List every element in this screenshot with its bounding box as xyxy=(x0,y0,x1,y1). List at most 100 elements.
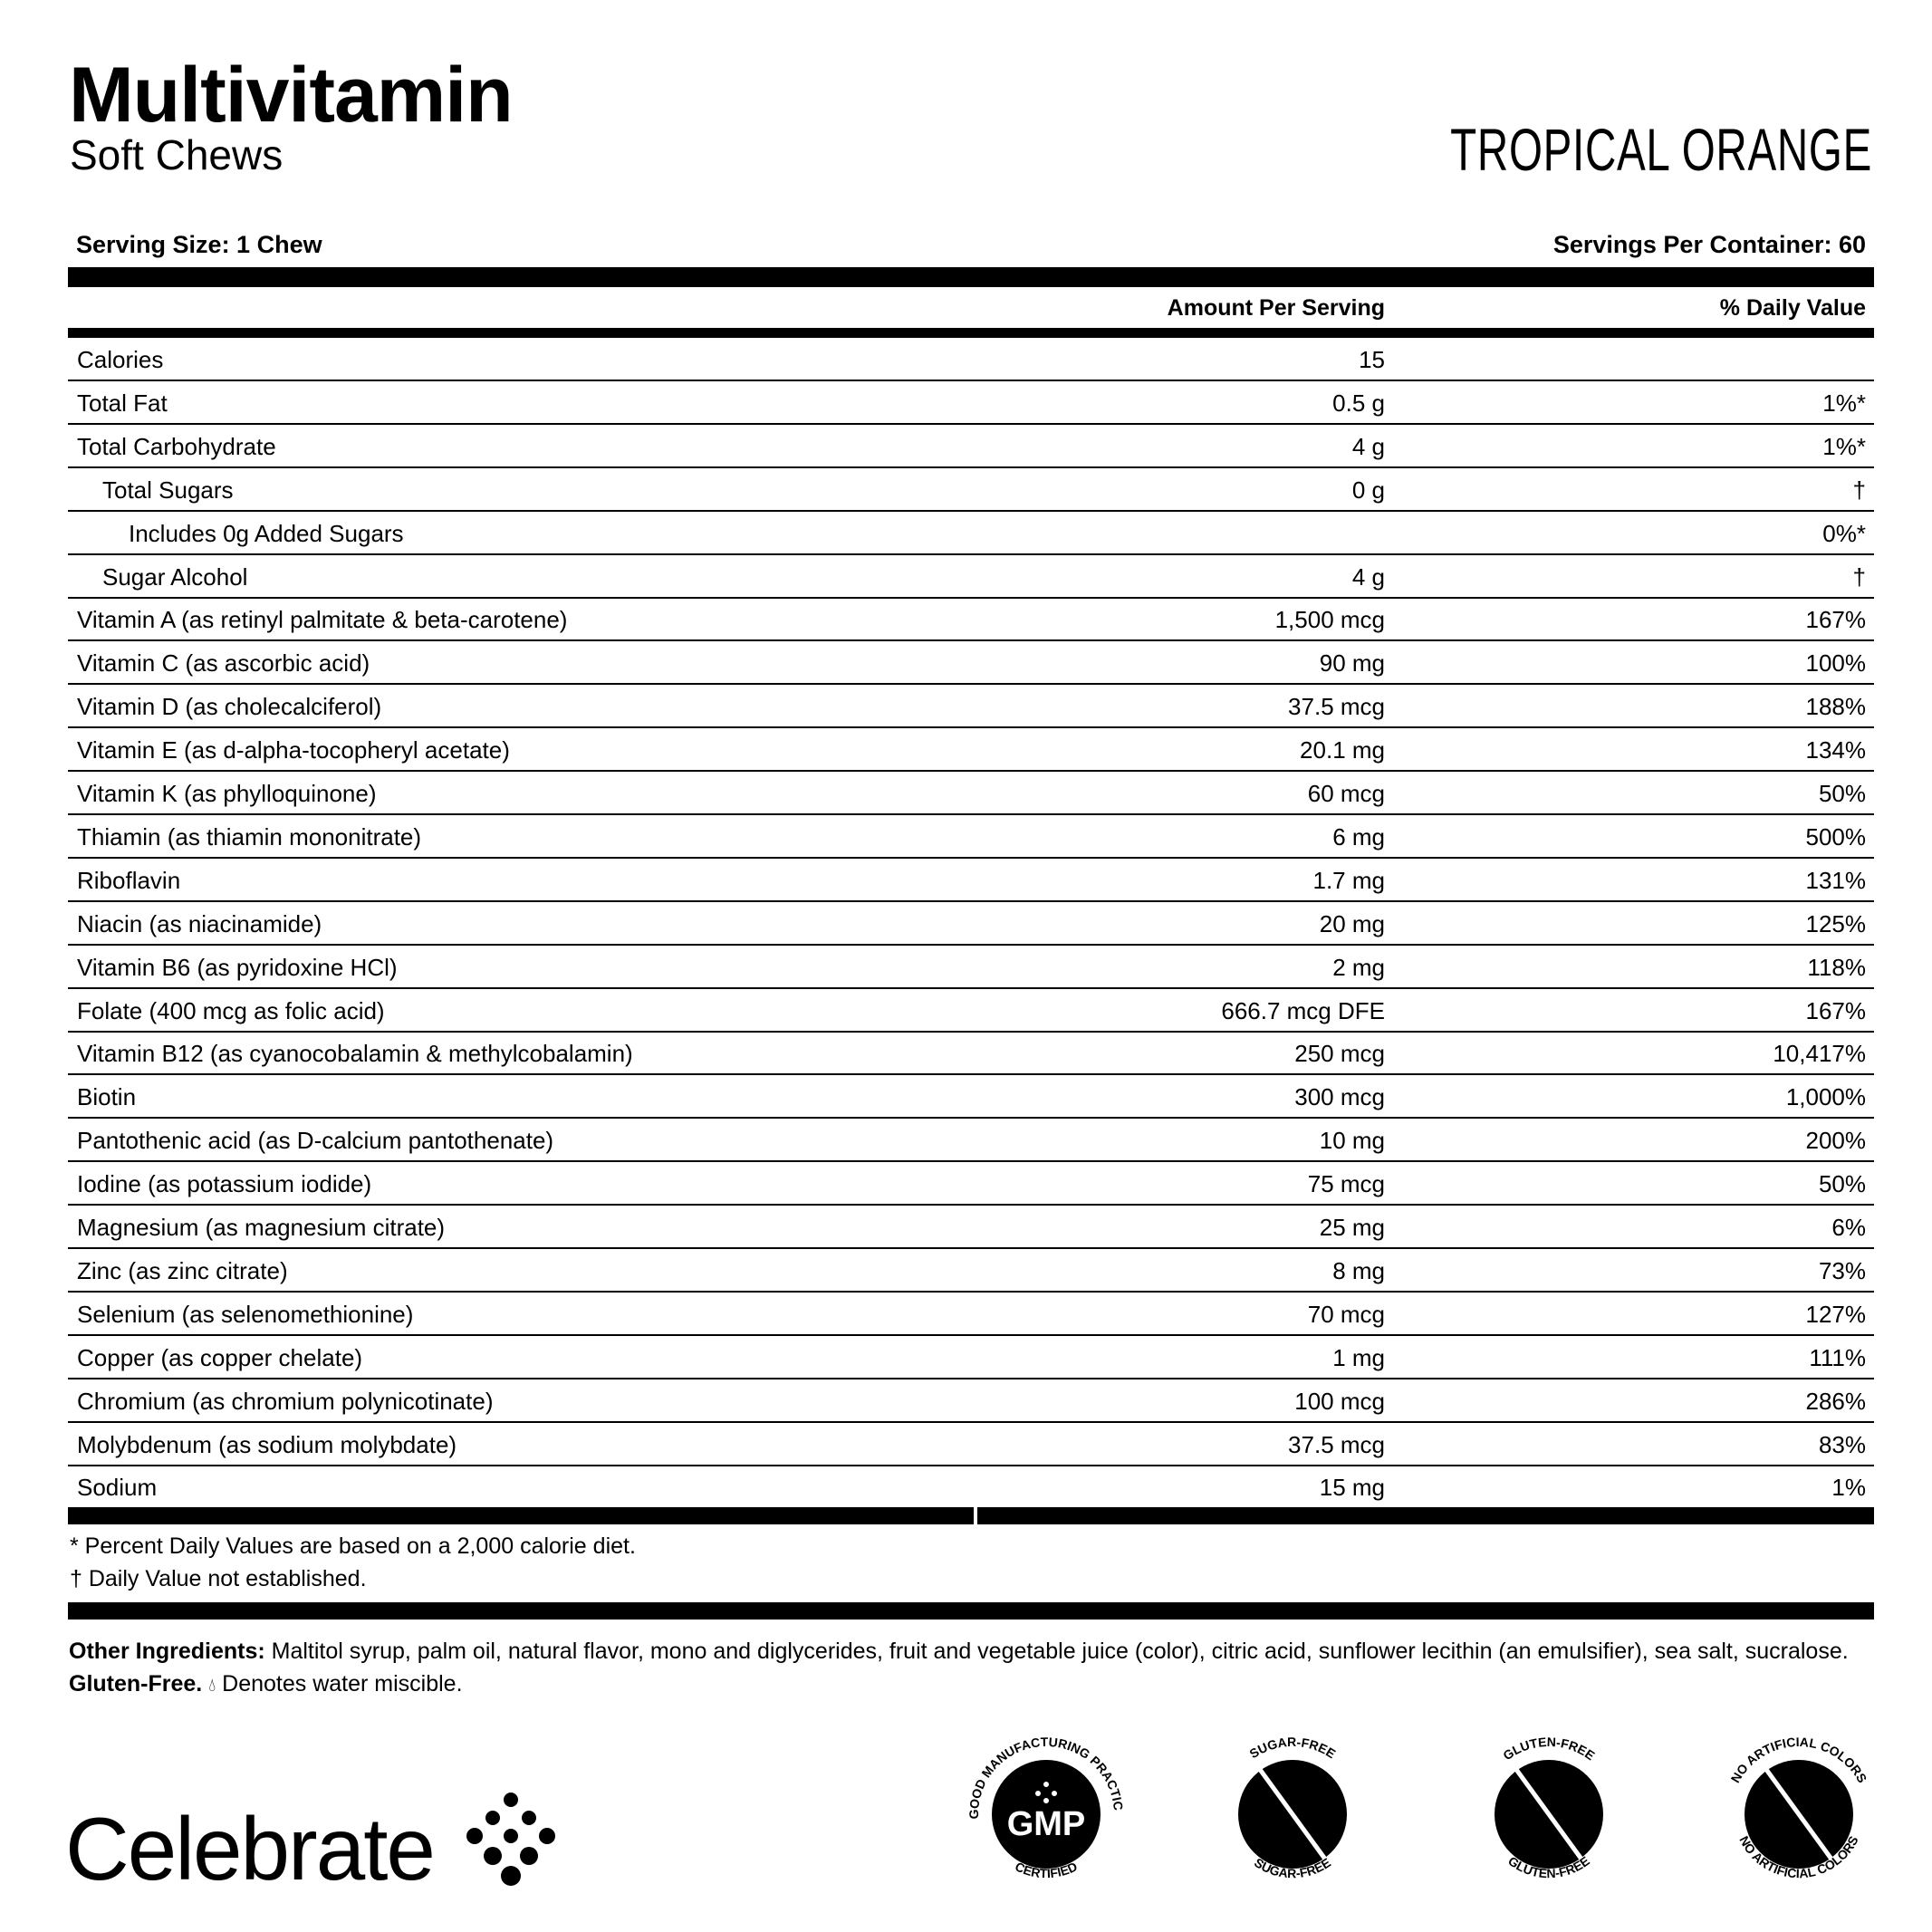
nutrient-name: Vitamin D (as cholecalciferol) xyxy=(77,693,382,721)
nutrient-dv: 200% xyxy=(1805,1127,1867,1155)
table-row: Biotin 300 mcg 1,000% xyxy=(68,1075,1874,1120)
amount-header: Amount Per Serving xyxy=(1167,295,1385,321)
nutrient-amount: 60 mcg xyxy=(1307,780,1385,807)
divider-thick xyxy=(68,267,1874,287)
nutrient-name: Thiamin (as thiamin mononitrate) xyxy=(77,822,422,851)
table-row: Thiamin (as thiamin mononitrate) 6 mg 500% xyxy=(68,815,1874,859)
table-row: Zinc (as zinc citrate) 8 mg 73% xyxy=(68,1249,1874,1293)
nutrient-amount: 37.5 mcg xyxy=(1288,693,1385,721)
nutrient-dv: 118% xyxy=(1807,953,1866,981)
nutrient-amount: 666.7 mcg DFE xyxy=(1221,996,1385,1024)
nutrient-dv: 286% xyxy=(1805,1387,1867,1415)
nutrient-dv: 125% xyxy=(1805,909,1867,937)
nutrient-name: Total Carbohydrate xyxy=(77,432,276,460)
nutrient-dv: 134% xyxy=(1805,736,1867,764)
nutrient-name: Zinc (as zinc citrate) xyxy=(77,1256,288,1284)
water-miscible-note: Denotes water miscible. xyxy=(216,1671,463,1697)
nutrient-amount: 15 mg xyxy=(1319,1474,1385,1502)
nutrient-amount: 10 mg xyxy=(1319,1127,1385,1155)
nutrient-dv: 1%* xyxy=(1822,432,1866,460)
nutrient-dv: 131% xyxy=(1805,866,1867,894)
table-row: Magnesium (as magnesium citrate) 25 mg 6% xyxy=(68,1206,1874,1249)
table-row: Niacin (as niacinamide) 20 mg 125% xyxy=(68,902,1874,946)
nutrient-amount: 0.5 g xyxy=(1332,389,1385,417)
nutrient-amount: 6 mg xyxy=(1332,822,1385,851)
svg-text:GLUTEN-FREE: GLUTEN-FREE xyxy=(1500,1735,1597,1763)
nutrient-name: Calories xyxy=(77,346,164,373)
nutrient-dv: 50% xyxy=(1818,1170,1866,1198)
nutrient-name: Selenium (as selenomethionine) xyxy=(77,1300,414,1328)
nutrient-amount: 1,500 mcg xyxy=(1274,606,1385,634)
nutrient-name: Niacin (as niacinamide) xyxy=(77,909,322,937)
nutrient-dv: 188% xyxy=(1805,693,1867,721)
nutrient-dv: 73% xyxy=(1818,1256,1866,1284)
brand-name: Celebrate xyxy=(65,1799,436,1898)
sugar-cube-crossed-badge: SUGAR-FREE SUGAR-FREE xyxy=(1206,1728,1379,1900)
servings-per-container: Servings Per Container: 60 xyxy=(1552,231,1866,258)
table-row: Molybdenum (as sodium molybdate) 37.5 mcg… xyxy=(68,1423,1874,1466)
nutrient-dv: 1% xyxy=(1831,1474,1866,1502)
nutrient-name: Chromium (as chromium polynicotinate) xyxy=(77,1387,494,1415)
nutrient-amount: 250 mcg xyxy=(1294,1040,1385,1068)
nutrient-amount: 75 mcg xyxy=(1307,1170,1385,1198)
table-row: Selenium (as selenomethionine) 70 mcg 127% xyxy=(68,1293,1874,1336)
nutrient-name: Vitamin C (as ascorbic acid) xyxy=(77,649,370,678)
nutrient-dv: 10,417% xyxy=(1773,1040,1866,1068)
nutrient-amount: 37.5 mcg xyxy=(1288,1430,1385,1458)
svg-text:SUGAR-FREE: SUGAR-FREE xyxy=(1247,1735,1339,1761)
nutrient-amount: 4 g xyxy=(1351,562,1385,591)
droplet-icon: 💧︎ xyxy=(208,1676,216,1696)
table-row: Vitamin D (as cholecalciferol) 37.5 mcg 18… xyxy=(68,685,1874,729)
dv-header: % Daily Value xyxy=(1719,295,1866,321)
table-row: Total Carbohydrate 4 g 1%* xyxy=(68,425,1874,468)
nutrient-amount: 4 g xyxy=(1351,432,1385,460)
table-row: Pantothenic acid (as D-calcium pantothen… xyxy=(68,1119,1874,1163)
table-row: Copper (as copper chelate) 1 mg 111% xyxy=(68,1336,1874,1379)
serving-size: Serving Size: 1 Chew xyxy=(76,231,322,258)
nutrient-amount: 300 mcg xyxy=(1294,1083,1385,1111)
nutrient-amount: 25 mg xyxy=(1319,1214,1385,1241)
gluten-free-label: Gluten-Free. xyxy=(69,1671,203,1697)
nutrient-dv: 500% xyxy=(1805,822,1867,851)
nutrient-name: Molybdenum (as sodium molybdate) xyxy=(77,1430,457,1458)
nutrient-dv: † xyxy=(1852,476,1866,504)
nutrient-amount: 20 mg xyxy=(1319,909,1385,937)
gmp-badge: GMP GOOD MANUFACTURING PRACTICE CERTIFIE… xyxy=(956,1716,1132,1900)
nutrient-name: Biotin xyxy=(77,1083,137,1111)
divider-thick xyxy=(68,1602,1874,1620)
nutrient-amount: 15 xyxy=(1359,346,1385,373)
flavor-name: TROPICAL ORANGE xyxy=(1450,116,1872,183)
table-row: Vitamin A (as retinyl palmitate & beta-c… xyxy=(68,598,1874,642)
nutrient-dv: 0%* xyxy=(1822,519,1866,547)
table-row: Vitamin K (as phylloquinone) 60 mcg 50% xyxy=(68,772,1874,815)
dots-icon xyxy=(466,1793,556,1886)
nutrient-dv: 1%* xyxy=(1822,389,1866,417)
nutrient-name: Pantothenic acid (as D-calcium pantothen… xyxy=(77,1127,554,1155)
nutrient-name: Copper (as copper chelate) xyxy=(77,1343,363,1371)
nutrient-dv: 100% xyxy=(1805,649,1867,678)
nutrient-dv: † xyxy=(1852,562,1866,591)
nutrient-dv: 6% xyxy=(1831,1214,1866,1241)
sugar-cube-crossed-icon: SUGAR-FREE SUGAR-FREE xyxy=(1238,1735,1347,1880)
nutrient-name: Vitamin B12 (as cyanocobalamin & methylc… xyxy=(77,1040,633,1068)
nutrient-name: Vitamin B6 (as pyridoxine HCl) xyxy=(77,953,398,981)
wheat-crossed-icon: GLUTEN-FREE GLUTEN-FREE xyxy=(1495,1735,1603,1880)
nutrient-dv: 167% xyxy=(1805,996,1867,1024)
nutrient-amount: 2 mg xyxy=(1332,953,1385,981)
divider-medium xyxy=(68,328,1874,338)
nutrient-amount: 100 mcg xyxy=(1294,1387,1385,1415)
nutrient-dv: 127% xyxy=(1805,1300,1867,1328)
nutrient-amount: 1 mg xyxy=(1332,1343,1385,1371)
nutrient-name: Total Sugars xyxy=(102,476,234,504)
table-row: Chromium (as chromium polynicotinate) 100… xyxy=(68,1379,1874,1423)
footnote-asterisk: * Percent Daily Values are based on a 2,… xyxy=(70,1533,636,1559)
nutrient-dv: 111% xyxy=(1809,1343,1866,1371)
table-row: Vitamin C (as ascorbic acid) 90 mg 100% xyxy=(68,641,1874,686)
nutrient-name: Vitamin A (as retinyl palmitate & beta-c… xyxy=(77,606,568,634)
table-row: Sodium 15 mg 1% xyxy=(68,1466,1874,1509)
nutrient-amount: 0 g xyxy=(1351,476,1385,504)
nutrient-dv: 167% xyxy=(1805,606,1867,634)
table-row: Includes 0g Added Sugars 0%* xyxy=(68,512,1874,555)
nutrient-dv: 83% xyxy=(1818,1430,1866,1458)
table-row: Folate (400 mcg as folic acid) 666.7 mcg … xyxy=(68,989,1874,1033)
